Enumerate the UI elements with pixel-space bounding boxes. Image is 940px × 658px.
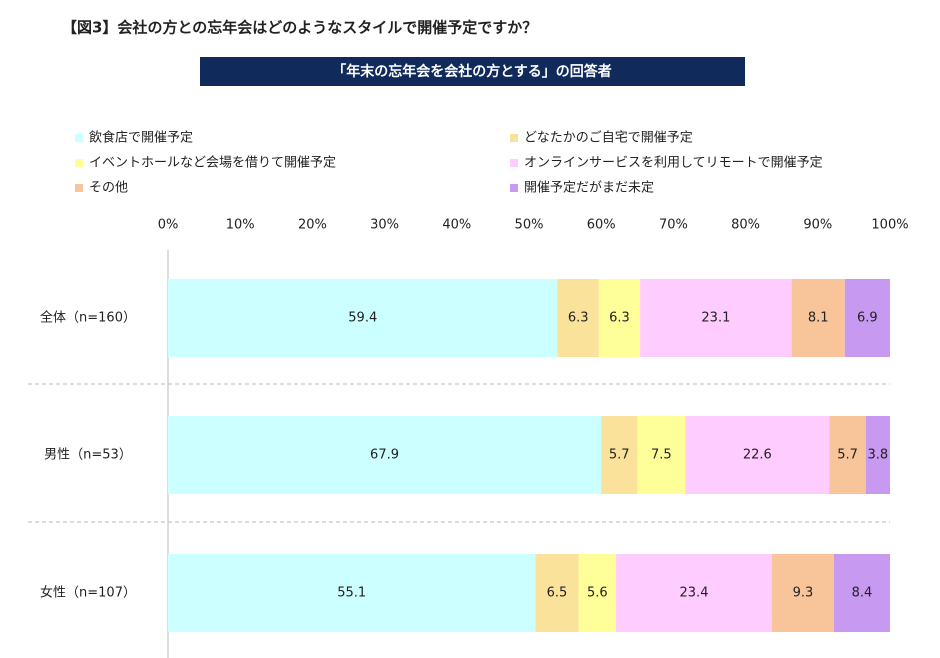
- bar-segment: [168, 416, 602, 494]
- value-label: 23.4: [680, 586, 709, 601]
- value-label: 6.5: [547, 586, 568, 601]
- bar-segment: [844, 279, 890, 357]
- legend-swatch: [75, 134, 83, 142]
- legend-swatch: [510, 159, 518, 167]
- chart-title: 【図3】会社の方との忘年会はどのようなスタイルで開催予定ですか？: [62, 19, 537, 37]
- bar-segment: [829, 416, 866, 494]
- x-tick-label: 50%: [515, 218, 544, 233]
- chart-subtitle: 「年末の忘年会を会社の方とする」の回答者: [332, 63, 612, 80]
- x-tick-label: 100%: [871, 218, 908, 233]
- legend-label: オンラインサービスを利用してリモートで開催予定: [524, 156, 823, 171]
- x-tick-label: 60%: [587, 218, 616, 233]
- subtitle-box: [200, 57, 745, 86]
- value-label: 67.9: [370, 448, 399, 463]
- bar-segment: [865, 416, 890, 494]
- value-label: 5.6: [587, 586, 608, 601]
- bar-segment: [791, 279, 845, 357]
- legend-swatch: [75, 184, 83, 192]
- x-tick-label: 90%: [803, 218, 832, 233]
- bar-segment: [616, 554, 772, 632]
- legend-swatch: [75, 159, 83, 167]
- bar-segment: [598, 279, 641, 357]
- y-tick-label: 女性（n=107）: [40, 585, 136, 601]
- value-label: 8.1: [808, 311, 829, 326]
- y-tick-label: 全体（n=160）: [40, 310, 136, 326]
- value-label: 9.3: [793, 586, 814, 601]
- bar-segment: [535, 554, 579, 632]
- y-tick-label: 男性（n=53）: [44, 448, 132, 463]
- value-label: 6.3: [568, 311, 589, 326]
- x-tick-label: 30%: [370, 218, 399, 233]
- bar-segment: [772, 554, 834, 632]
- x-tick-label: 10%: [226, 218, 255, 233]
- value-label: 5.7: [837, 448, 858, 463]
- value-label: 6.9: [857, 311, 878, 326]
- legend-label: 飲食店で開催予定: [89, 130, 193, 146]
- value-label: 8.4: [852, 586, 873, 601]
- bar-segment: [637, 416, 686, 494]
- legend-label: その他: [89, 181, 128, 196]
- legend-label: どなたかのご自宅で開催予定: [524, 130, 693, 146]
- value-label: 55.1: [337, 586, 366, 601]
- value-label: 6.3: [609, 311, 630, 326]
- legend-label: 開催予定だがまだ未定: [524, 181, 654, 196]
- value-label: 3.8: [868, 448, 889, 463]
- bar-segment: [834, 554, 890, 632]
- legend-swatch: [510, 184, 518, 192]
- x-tick-label: 20%: [298, 218, 327, 233]
- value-label: 59.4: [348, 311, 377, 326]
- x-tick-label: 80%: [731, 218, 760, 233]
- legend-label: イベントホールなど会場を借りて開催予定: [89, 156, 336, 171]
- bar-segment: [685, 416, 830, 494]
- x-tick-label: 70%: [659, 218, 688, 233]
- bar-segment: [578, 554, 616, 632]
- value-label: 7.5: [651, 448, 672, 463]
- value-label: 22.6: [743, 448, 772, 463]
- bar-segment: [168, 554, 536, 632]
- legend-swatch: [510, 134, 518, 142]
- x-tick-label: 40%: [442, 218, 471, 233]
- x-tick-label: 0%: [158, 218, 179, 233]
- value-label: 23.1: [701, 311, 730, 326]
- value-label: 5.7: [609, 448, 630, 463]
- bar-segment: [601, 416, 638, 494]
- bar-segment: [557, 279, 599, 357]
- bar-segment: [168, 279, 558, 357]
- bar-segment: [640, 279, 792, 357]
